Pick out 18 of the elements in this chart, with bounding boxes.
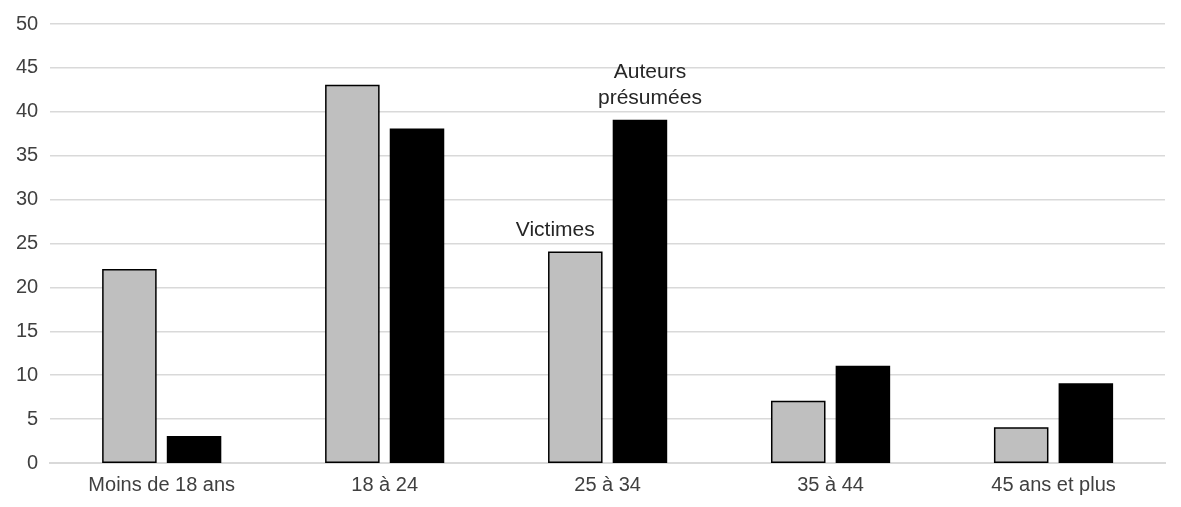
x-tick-label: 45 ans et plus [991,472,1116,495]
y-tick-label: 40 [16,99,39,122]
x-tick-label: 18 à 24 [351,472,419,495]
y-tick-label: 15 [16,318,39,341]
y-tick-label: 25 [16,231,39,254]
y-tick-label: 5 [27,406,39,429]
y-tick-label: 0 [27,450,39,473]
y-tick-label: 45 [16,55,39,78]
x-tick-label: 35 à 44 [797,472,864,495]
series-label: Victimes [515,216,595,240]
y-tick-label: 50 [16,11,39,34]
x-tick-label: Moins de 18 ans [88,472,236,495]
y-tick-label: 30 [16,187,39,210]
x-tick-label: 25 à 34 [574,472,641,495]
y-tick-label: 35 [16,143,39,166]
series-label: Auteurs présumées [598,58,702,108]
y-tick-label: 10 [16,362,39,385]
y-tick-label: 20 [16,274,39,297]
